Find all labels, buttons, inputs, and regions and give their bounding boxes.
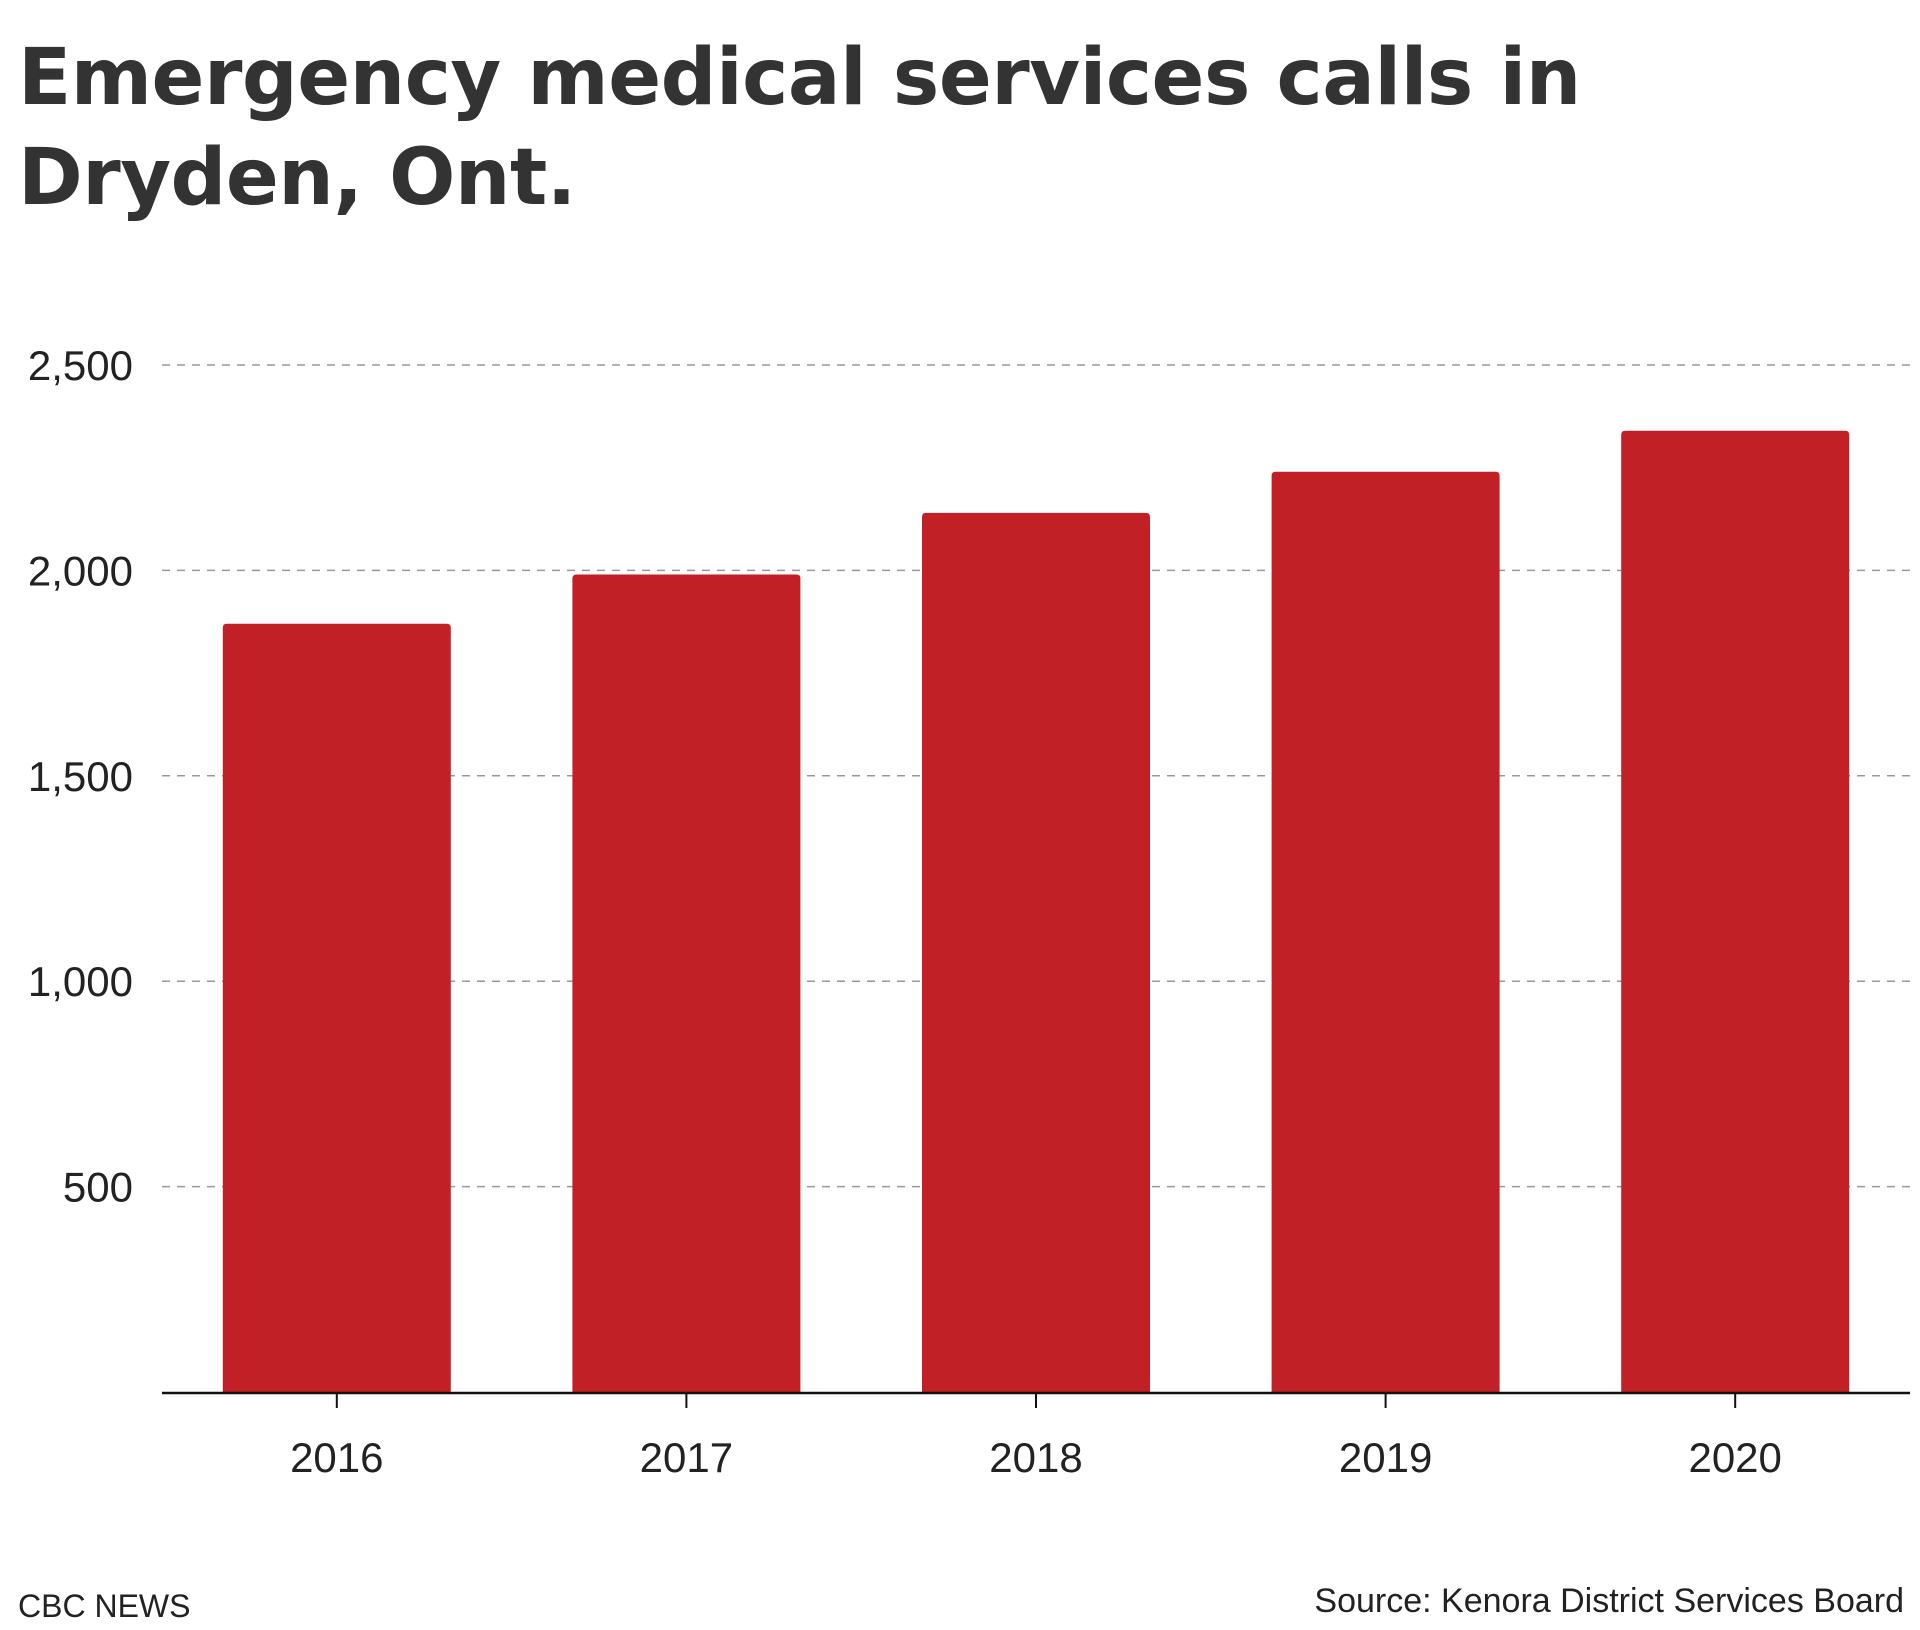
bar-2017 xyxy=(572,574,801,1392)
chart-title: Emergency medical services calls in Dryd… xyxy=(18,33,1581,223)
bar-2016 xyxy=(222,623,451,1392)
x-tick-label: 2016 xyxy=(290,1434,383,1481)
y-tick-label: 500 xyxy=(63,1164,133,1211)
x-axis-ticks: 2016 2017 2018 2019 2020 xyxy=(290,1393,1782,1481)
bar-2020 xyxy=(1621,430,1850,1392)
bars xyxy=(222,430,1850,1393)
x-tick-label: 2020 xyxy=(1688,1434,1781,1481)
y-tick-label: 2,500 xyxy=(28,342,133,389)
y-tick-label: 1,000 xyxy=(28,958,133,1005)
source-label: Source: Kenora District Services Board xyxy=(1314,1582,1904,1620)
y-axis-ticks: 500 1,000 1,500 2,000 2,500 xyxy=(28,342,133,1211)
x-tick-label: 2018 xyxy=(989,1434,1082,1481)
y-tick-label: 1,500 xyxy=(28,753,133,800)
bar-2019 xyxy=(1271,471,1500,1393)
x-tick-label: 2019 xyxy=(1339,1434,1432,1481)
y-tick-label: 2,000 xyxy=(28,547,133,594)
bar-2018 xyxy=(922,512,1150,1392)
brand-label: CBC NEWS xyxy=(18,1588,191,1624)
x-tick-label: 2017 xyxy=(640,1434,733,1481)
